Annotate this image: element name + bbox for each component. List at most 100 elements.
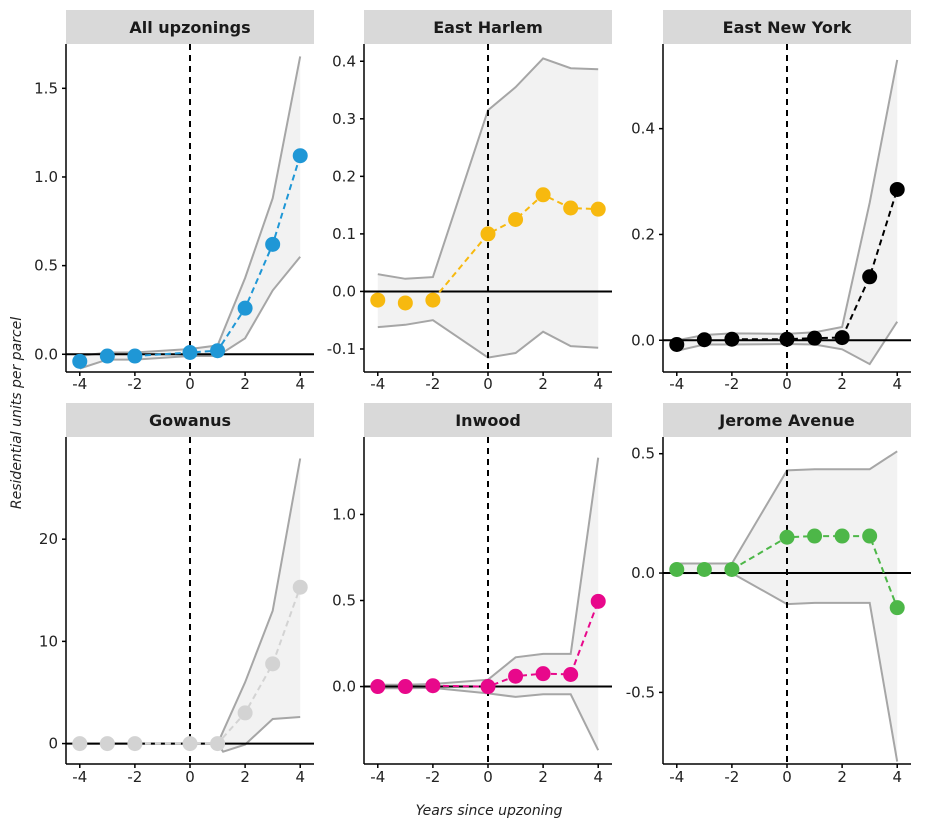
x-tick-label: 4	[892, 375, 902, 393]
y-tick-label: 0.0	[34, 345, 58, 363]
x-tick-label: 2	[240, 768, 250, 786]
panel-strip	[364, 403, 612, 437]
data-point	[834, 330, 850, 346]
y-tick-label: 0.0	[332, 678, 356, 696]
data-point	[72, 353, 88, 369]
data-point	[182, 736, 198, 752]
ci-upper-line	[676, 450, 898, 565]
x-tick-label: -4	[370, 768, 385, 786]
data-point	[724, 331, 740, 347]
ci-upper-line	[377, 57, 599, 280]
data-point	[862, 528, 878, 544]
data-point	[779, 529, 795, 545]
x-tick-label: 4	[295, 768, 305, 786]
data-point	[563, 200, 579, 216]
x-axis-title: Years since upzoning	[416, 803, 563, 819]
ci-lower-line	[377, 319, 599, 359]
data-point	[508, 668, 524, 684]
panel-strip	[66, 403, 314, 437]
data-point	[669, 561, 685, 577]
panel-title: All upzonings	[129, 18, 250, 37]
y-tick-label: 0	[48, 735, 58, 753]
panel-jerome-avenue: Jerome Avenue -0.5 0.0 0.5 -4 -2 0 2 4	[626, 403, 911, 786]
y-tick-label: 0.1	[332, 225, 356, 243]
y-axis-title: Residential units per parcel	[9, 317, 25, 509]
panel-title: Gowanus	[149, 411, 231, 430]
data-point	[210, 343, 226, 359]
y-tick-label: 20	[39, 530, 58, 548]
y-tick-label: 0.0	[631, 564, 655, 582]
panel-inwood: Inwood 0.0 0.5 1.0 -4 -2 0 2 4	[332, 403, 612, 786]
data-point	[99, 736, 115, 752]
x-tick-label: 2	[538, 768, 548, 786]
data-point	[563, 667, 579, 683]
data-point	[590, 201, 606, 217]
y-tick-label: 0.0	[631, 331, 655, 349]
x-tick-label: 4	[295, 375, 305, 393]
data-point	[889, 600, 905, 616]
y-tick-label: 1.5	[34, 79, 58, 97]
data-point	[862, 269, 878, 285]
panel-all-upzonings: All upzonings 0.0 0.5 1.0 1.5 -4 -2 0 2 4	[34, 10, 314, 393]
panel-gowanus: Gowanus 0 10 20 -4 -2 0 2 4	[39, 403, 314, 786]
x-tick-label: -2	[425, 768, 440, 786]
panel-title: Jerome Avenue	[718, 411, 855, 430]
data-point	[889, 181, 905, 197]
y-tick-label: 0.4	[332, 52, 356, 70]
data-point	[72, 736, 88, 752]
x-tick-label: 0	[483, 375, 493, 393]
estimate-line	[432, 601, 600, 688]
x-tick-label: -2	[127, 375, 142, 393]
data-point	[590, 593, 606, 609]
data-point	[265, 236, 281, 252]
x-tick-label: -2	[724, 375, 739, 393]
x-tick-label: -2	[724, 768, 739, 786]
y-tick-label: 0.0	[332, 282, 356, 300]
confidence-band	[676, 59, 898, 365]
data-point	[807, 330, 823, 346]
y-tick-label: 10	[39, 632, 58, 650]
estimate-line	[134, 586, 302, 745]
x-tick-label: -4	[72, 768, 87, 786]
x-tick-label: -4	[370, 375, 385, 393]
y-tick-label: -0.1	[327, 340, 356, 358]
x-tick-label: -2	[127, 768, 142, 786]
x-tick-label: 2	[240, 375, 250, 393]
panel-strip	[364, 10, 612, 44]
data-point	[724, 561, 740, 577]
data-point	[535, 666, 551, 682]
y-tick-label: 0.5	[631, 445, 655, 463]
data-point	[210, 736, 226, 752]
estimate-line	[432, 193, 599, 301]
panel-strip	[663, 403, 911, 437]
x-tick-label: 2	[837, 768, 847, 786]
y-tick-label: 0.4	[631, 120, 655, 138]
y-tick-label: -0.5	[626, 683, 655, 701]
data-point	[669, 336, 685, 352]
data-point	[480, 679, 496, 695]
data-point	[397, 679, 413, 695]
data-point	[397, 295, 413, 311]
y-tick-label: 0.5	[34, 257, 58, 275]
panel-strip	[66, 10, 314, 44]
data-point	[127, 736, 143, 752]
x-tick-label: 0	[483, 768, 493, 786]
y-tick-label: 1.0	[34, 168, 58, 186]
panel-title: Inwood	[455, 411, 521, 430]
x-tick-label: 0	[185, 375, 195, 393]
confidence-band	[377, 58, 599, 358]
data-point	[696, 332, 712, 348]
data-point	[370, 292, 386, 308]
y-tick-label: 0.2	[332, 167, 356, 185]
panel-title: East Harlem	[433, 18, 543, 37]
x-tick-label: 4	[593, 768, 603, 786]
data-point	[696, 561, 712, 577]
chart-panels: All upzonings 0.0 0.5 1.0 1.5 -4 -2 0 2 4 East Har…	[34, 10, 911, 786]
x-tick-label: 0	[782, 768, 792, 786]
y-tick-label: 0.5	[332, 592, 356, 610]
x-tick-label: 4	[593, 375, 603, 393]
data-point	[265, 656, 281, 672]
x-tick-label: -4	[669, 768, 684, 786]
x-tick-label: -4	[669, 375, 684, 393]
